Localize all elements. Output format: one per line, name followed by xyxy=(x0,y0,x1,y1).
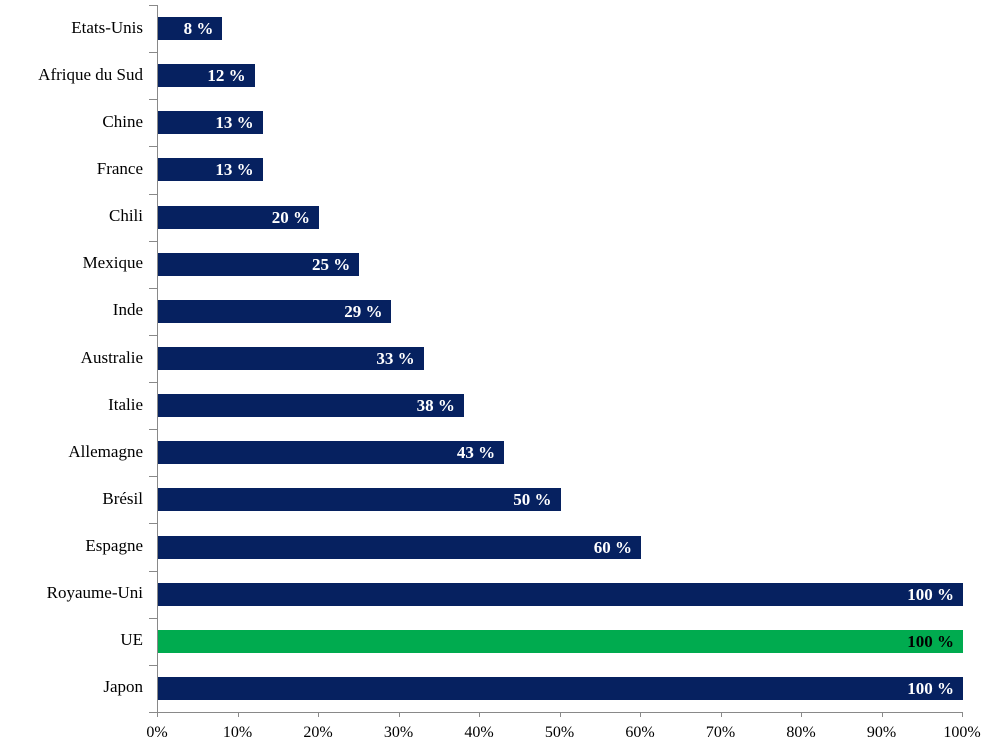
y-axis-tick-mark xyxy=(149,146,157,148)
bar-value-label: 38 % xyxy=(416,396,455,416)
bar-value-label: 29 % xyxy=(344,301,383,321)
x-axis-tick-mark xyxy=(237,712,239,717)
category-label: Mexique xyxy=(82,253,143,273)
x-axis-line xyxy=(149,712,962,713)
x-axis-tick-label: 30% xyxy=(383,724,414,741)
y-axis-tick-mark xyxy=(149,523,157,525)
y-axis-line xyxy=(157,5,158,713)
x-axis-tick-mark xyxy=(398,712,400,717)
x-axis-tick-mark xyxy=(479,712,480,717)
bar: 100 % xyxy=(158,676,963,700)
bar: 50 % xyxy=(158,488,561,512)
x-axis-tick-label: 50% xyxy=(544,724,575,741)
bar: 60 % xyxy=(158,535,641,559)
bar: 38 % xyxy=(158,394,464,418)
y-axis-tick-mark xyxy=(149,617,157,619)
bar-value-label: 60 % xyxy=(593,537,632,557)
x-axis-tick-label: 10% xyxy=(222,724,253,741)
y-axis-tick-mark xyxy=(149,99,157,101)
bar-value-label: 25 % xyxy=(312,254,351,274)
bar: 12 % xyxy=(158,64,255,88)
y-axis-tick-mark xyxy=(149,240,157,242)
category-label: Etats-Unis xyxy=(71,17,143,37)
y-axis-tick-mark xyxy=(149,193,157,195)
x-axis-tick-label: 80% xyxy=(786,724,816,741)
category-label: Inde xyxy=(112,300,143,320)
bar-value-label: 13 % xyxy=(215,160,254,180)
x-axis-tick-label: 0% xyxy=(146,724,168,741)
y-axis-tick-mark xyxy=(149,5,157,6)
x-axis-tick-label: 40% xyxy=(464,724,494,741)
x-axis-tick-mark xyxy=(720,712,722,717)
category-label: Chine xyxy=(102,111,143,131)
bar: 13 % xyxy=(158,158,263,182)
category-label: Brésil xyxy=(102,488,143,508)
bar: 29 % xyxy=(158,299,392,323)
x-axis-tick-mark xyxy=(881,712,883,717)
bar: 33 % xyxy=(158,347,424,370)
y-axis-tick-mark xyxy=(149,429,157,431)
bar: 8 % xyxy=(158,17,223,41)
x-axis-tick-label: 90% xyxy=(866,724,897,741)
y-axis-tick-mark xyxy=(149,287,157,289)
category-label: UE xyxy=(120,630,143,650)
category-label: Royaume-Uni xyxy=(46,583,143,603)
x-axis-tick-mark xyxy=(801,712,802,717)
bar-value-label: 13 % xyxy=(215,113,254,133)
bar-value-label: 50 % xyxy=(513,490,552,510)
x-axis-tick-mark xyxy=(962,712,963,717)
bar-value-label: 100 % xyxy=(907,584,954,604)
y-axis-tick-mark xyxy=(149,664,157,666)
x-axis-tick-label: 70% xyxy=(705,724,736,741)
category-label: Espagne xyxy=(85,536,143,556)
category-label: Afrique du Sud xyxy=(38,64,143,84)
bar: 43 % xyxy=(158,441,505,465)
x-axis-tick-mark xyxy=(559,712,561,717)
x-axis-tick-mark xyxy=(640,712,641,717)
bar-value-label: 100 % xyxy=(907,678,954,698)
x-axis-tick-mark xyxy=(318,712,319,717)
bar: 100 % xyxy=(158,629,963,653)
bar-value-label: 43 % xyxy=(456,443,496,463)
x-axis-tick-label: 100% xyxy=(943,724,981,741)
y-axis-tick-mark xyxy=(149,476,157,478)
bar-value-label: 8 % xyxy=(183,19,214,39)
x-axis-tick-label: 20% xyxy=(303,724,333,741)
bar-value-label: 100 % xyxy=(907,631,954,651)
category-label: Allemagne xyxy=(68,441,143,461)
y-axis-tick-mark xyxy=(149,570,157,572)
category-label: Italie xyxy=(108,394,143,414)
bar: 20 % xyxy=(158,205,319,229)
bar-value-label: 33 % xyxy=(376,349,415,368)
x-axis-tick-label: 60% xyxy=(625,724,655,741)
category-label: France xyxy=(96,158,143,178)
category-label: Chili xyxy=(108,206,143,226)
bar-value-label: 20 % xyxy=(271,207,310,227)
bar: 13 % xyxy=(158,111,263,135)
bar: 100 % xyxy=(158,582,963,606)
y-axis-tick-mark xyxy=(149,382,157,384)
bar: 25 % xyxy=(158,252,360,276)
x-axis-tick-mark xyxy=(157,712,158,717)
bar-value-label: 12 % xyxy=(207,66,246,86)
category-label: Australie xyxy=(80,347,143,367)
y-axis-tick-mark xyxy=(149,52,157,54)
y-axis-tick-mark xyxy=(149,334,157,336)
category-label: Japon xyxy=(103,677,143,697)
